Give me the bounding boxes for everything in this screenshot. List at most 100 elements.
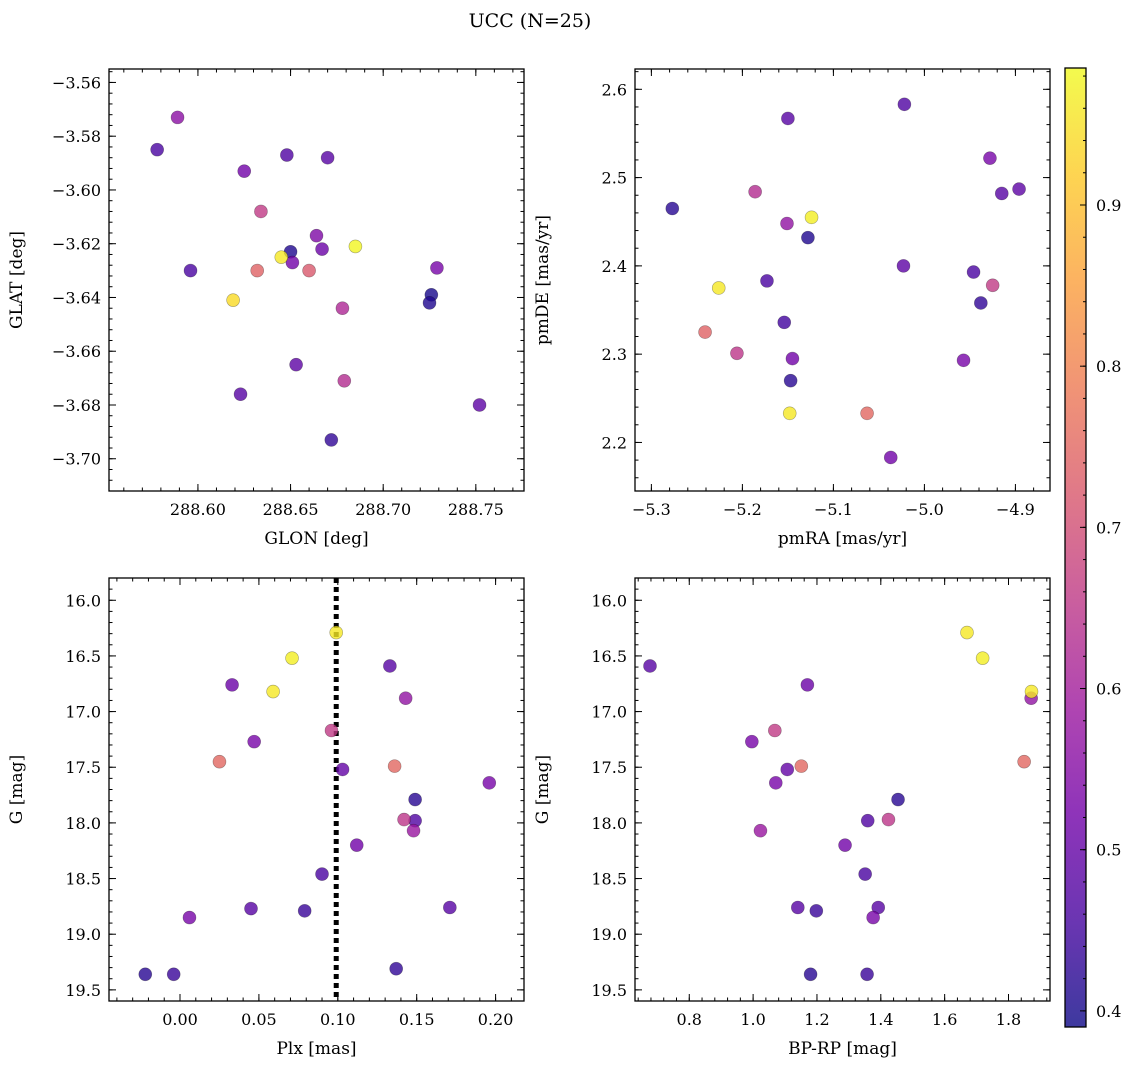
data-point bbox=[244, 901, 258, 916]
data-point bbox=[309, 228, 324, 243]
data-point bbox=[289, 357, 303, 372]
x-tick-label: 288.75 bbox=[448, 500, 504, 519]
data-point bbox=[285, 255, 300, 270]
data-point bbox=[966, 265, 981, 279]
y-tick-label: 16.5 bbox=[591, 647, 627, 666]
y-tick-label: 2.5 bbox=[602, 169, 627, 188]
data-point bbox=[975, 651, 990, 665]
y-axis-label: pmDE [mas/yr] bbox=[533, 215, 553, 345]
data-point bbox=[860, 406, 874, 421]
data-point bbox=[233, 387, 248, 402]
data-point bbox=[768, 776, 783, 790]
plot-frame bbox=[634, 577, 1051, 1002]
data-point bbox=[422, 296, 437, 310]
data-point bbox=[138, 967, 153, 982]
data-point bbox=[897, 97, 912, 112]
y-tick-label: 2.4 bbox=[602, 257, 627, 276]
y-tick-label: −3.64 bbox=[52, 288, 101, 307]
y-tick-label: 16.5 bbox=[65, 647, 101, 666]
y-tick-label: 2.6 bbox=[602, 80, 627, 99]
x-tick-label: 0.00 bbox=[162, 1010, 198, 1029]
data-point bbox=[250, 263, 265, 278]
y-tick-label: −3.56 bbox=[52, 73, 101, 92]
data-point bbox=[274, 250, 289, 264]
y-tick-label: −3.70 bbox=[52, 450, 101, 469]
data-point bbox=[665, 201, 680, 216]
data-point bbox=[760, 274, 774, 288]
data-point bbox=[1012, 182, 1026, 196]
x-tick-label: −5.1 bbox=[814, 500, 853, 519]
data-point bbox=[860, 967, 874, 982]
y-tick-label: 18.5 bbox=[65, 870, 101, 889]
y-tick-label: 16.0 bbox=[65, 591, 101, 610]
data-point bbox=[383, 659, 397, 673]
colorbar: 0.4 0.5 0.6 0.7 0.8 0.9 bbox=[1064, 67, 1121, 1028]
y-tick-label: 19.5 bbox=[591, 981, 627, 1000]
x-tick-label: 0.8 bbox=[677, 1010, 702, 1029]
colorbar-tick-label: 0.7 bbox=[1096, 518, 1121, 537]
data-point bbox=[349, 838, 364, 852]
data-point bbox=[1024, 684, 1039, 699]
x-tick-label: 288.60 bbox=[170, 500, 226, 519]
y-tick-label: −3.60 bbox=[52, 181, 101, 200]
x-axis-label: BP-RP [mag] bbox=[788, 1039, 897, 1059]
x-tick-label: −5.3 bbox=[632, 500, 671, 519]
y-tick-label: 17.0 bbox=[65, 703, 101, 722]
data-point bbox=[983, 151, 997, 165]
x-tick-label: 1.8 bbox=[996, 1010, 1021, 1029]
data-point bbox=[182, 910, 197, 925]
data-point bbox=[337, 373, 352, 388]
x-tick-label: 0.15 bbox=[399, 1010, 435, 1029]
data-point bbox=[783, 373, 798, 388]
data-point bbox=[324, 723, 339, 738]
data-point bbox=[960, 625, 974, 640]
y-tick-label: 16.0 bbox=[591, 591, 627, 610]
data-point bbox=[472, 398, 487, 412]
x-tick-label: −4.9 bbox=[996, 500, 1035, 519]
data-point bbox=[237, 164, 252, 178]
y-axis-label: G [mag] bbox=[7, 755, 27, 824]
x-axis-label: Plx [mas] bbox=[276, 1039, 356, 1059]
panel-bprp-g: 0.8 1.0 1.2 1.4 1.6 1.8 16.0 16.5 17.0 17.5 18.0 18… bbox=[533, 577, 1051, 1059]
data-point bbox=[745, 734, 759, 749]
colorbar-tick-label: 0.4 bbox=[1096, 1002, 1121, 1021]
x-tick-label: 288.70 bbox=[355, 500, 411, 519]
data-point bbox=[397, 812, 411, 827]
colorbar-gradient bbox=[1065, 68, 1086, 1027]
colorbar-frame bbox=[1064, 67, 1087, 1028]
x-tick-label: 1.4 bbox=[868, 1010, 893, 1029]
data-point bbox=[408, 792, 422, 807]
data-point bbox=[320, 150, 335, 165]
colorbar-tick-label: 0.8 bbox=[1096, 357, 1121, 376]
y-tick-label: −3.62 bbox=[52, 235, 101, 254]
data-point bbox=[956, 353, 971, 368]
colorbar-tick-label: 0.9 bbox=[1096, 196, 1121, 215]
plot-frame bbox=[108, 577, 525, 1002]
data-point bbox=[985, 278, 1000, 293]
data-point bbox=[780, 762, 795, 777]
data-point bbox=[804, 210, 819, 225]
y-tick-label: 17.0 bbox=[591, 703, 627, 722]
data-point bbox=[285, 651, 299, 665]
y-axis-label: GLAT [deg] bbox=[7, 231, 27, 329]
data-point bbox=[730, 346, 744, 361]
data-point bbox=[838, 838, 852, 852]
y-tick-label: 2.3 bbox=[602, 345, 627, 364]
colorbar-tick-label: 0.5 bbox=[1096, 841, 1121, 860]
data-point bbox=[768, 723, 782, 738]
x-tick-label: 0.05 bbox=[241, 1010, 277, 1029]
y-tick-label: 19.0 bbox=[591, 925, 627, 944]
data-point bbox=[780, 216, 794, 231]
y-tick-label: −3.66 bbox=[52, 342, 101, 361]
panel-pmra-pmde: −5.3 −5.2 −5.1 −5.0 −4.9 2.2 2.3 2.4 2.5 2.6 pmRA … bbox=[533, 68, 1051, 549]
data-point bbox=[974, 296, 988, 310]
data-point bbox=[801, 230, 815, 245]
data-point bbox=[748, 184, 762, 199]
panel-glon-glat: 288.60 288.65 288.70 288.75 −3.56 −3.58 −3.60 −… bbox=[7, 68, 525, 549]
data-point bbox=[866, 910, 880, 925]
data-point bbox=[794, 759, 809, 773]
data-point bbox=[324, 433, 339, 447]
data-point bbox=[800, 678, 815, 692]
data-point bbox=[254, 204, 268, 219]
